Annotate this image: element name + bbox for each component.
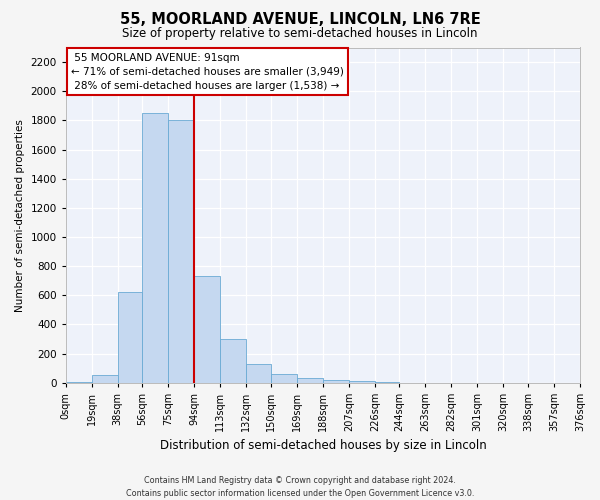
Text: 55, MOORLAND AVENUE, LINCOLN, LN6 7RE: 55, MOORLAND AVENUE, LINCOLN, LN6 7RE [119,12,481,28]
Bar [118,292,142,383]
Bar [194,276,220,383]
Text: Contains HM Land Registry data © Crown copyright and database right 2024.
Contai: Contains HM Land Registry data © Crown c… [126,476,474,498]
Bar [297,378,323,383]
Bar [220,339,247,383]
Text: Size of property relative to semi-detached houses in Lincoln: Size of property relative to semi-detach… [122,28,478,40]
Bar [66,382,92,383]
Y-axis label: Number of semi-detached properties: Number of semi-detached properties [15,118,25,312]
Bar [169,120,194,383]
Bar [349,382,375,383]
Bar [271,374,297,383]
Bar [323,380,349,383]
Bar [375,382,400,383]
Bar [92,376,118,383]
Bar [142,113,169,383]
Text: 55 MOORLAND AVENUE: 91sqm
← 71% of semi-detached houses are smaller (3,949)
 28%: 55 MOORLAND AVENUE: 91sqm ← 71% of semi-… [71,52,344,90]
X-axis label: Distribution of semi-detached houses by size in Lincoln: Distribution of semi-detached houses by … [160,440,486,452]
Bar [247,364,271,383]
